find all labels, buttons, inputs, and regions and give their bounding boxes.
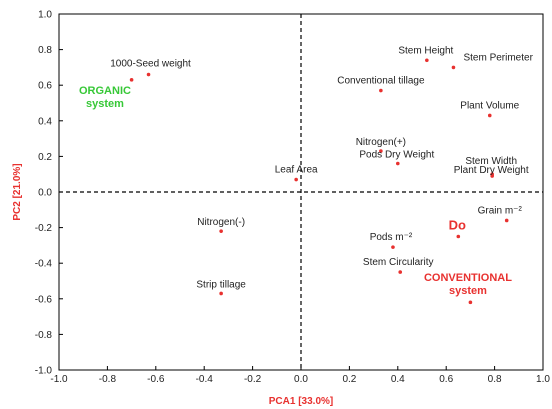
x-tick-label: 0.8 [488, 374, 502, 385]
point-label: 1000-Seed weight [110, 59, 191, 70]
data-point [391, 245, 395, 249]
data-point [219, 229, 223, 233]
point-label: Stem Circularity [363, 257, 434, 268]
y-tick-label: -0.6 [35, 294, 53, 305]
x-tick-label: 1.0 [536, 374, 550, 385]
point-label: Stem Width [465, 156, 517, 167]
data-point [425, 58, 429, 63]
y-tick-label: 0.2 [38, 152, 52, 163]
point-label: Stem Height [398, 45, 453, 56]
point-label: Strip tillage [196, 279, 246, 290]
x-tick-label: 0.6 [439, 374, 453, 385]
data-point [468, 300, 473, 305]
data-point [379, 88, 383, 93]
point-label: Pods m⁻² [370, 232, 413, 243]
y-tick-label: -0.2 [35, 223, 53, 234]
point-label: Conventional tillage [337, 76, 425, 87]
x-tick-label: 0.2 [342, 374, 356, 385]
group-annotation-label: system [86, 98, 124, 110]
y-axis-label: PC2 [21.0%] [12, 163, 23, 220]
y-tick-label: -0.8 [35, 330, 53, 341]
x-tick-label: -1.0 [50, 374, 68, 385]
data-point [456, 234, 461, 239]
data-point [379, 149, 383, 153]
data-point [396, 161, 400, 166]
point-label: Pods Dry Weight [359, 150, 434, 161]
x-tick-label: -0.8 [99, 374, 117, 385]
data-point [487, 113, 492, 118]
data-point [398, 270, 403, 274]
x-tick-label: -0.4 [196, 374, 214, 385]
point-label: Nitrogen(-) [197, 217, 245, 228]
x-tick-label: 0.4 [391, 374, 405, 385]
y-tick-label: -0.4 [35, 259, 53, 270]
data-point [294, 177, 298, 182]
x-tick-label: 0.0 [294, 374, 308, 385]
data-point [146, 72, 151, 77]
group-annotation-label: system [449, 285, 487, 297]
data-point [490, 174, 494, 178]
y-tick-label: 0.4 [38, 116, 52, 127]
point-label: Plant Dry Weight [454, 165, 529, 176]
y-tick-label: 0.6 [38, 81, 52, 92]
point-label: Plant Volume [460, 100, 519, 111]
x-axis-label: PCA1 [33.0%] [269, 396, 333, 407]
group-annotation-label: CONVENTIONAL [424, 272, 512, 284]
point-label: Nitrogen(+) [356, 137, 406, 148]
data-point [451, 65, 456, 70]
data-point [504, 218, 509, 223]
y-tick-label: -1.0 [35, 366, 53, 377]
y-tick-label: 0.0 [38, 188, 52, 199]
x-tick-label: -0.6 [147, 374, 165, 385]
point-label: Stem Perimeter [463, 52, 533, 63]
y-tick-label: 0.8 [38, 45, 52, 56]
x-tick-label: -0.2 [244, 374, 262, 385]
data-point [219, 291, 223, 296]
group-annotation-label: ORGANIC [79, 85, 131, 97]
point-label: Do [449, 218, 466, 233]
point-label: Leaf Area [275, 165, 318, 176]
point-label: Grain m⁻² [478, 205, 523, 216]
data-point [129, 78, 134, 82]
y-tick-label: 1.0 [38, 10, 52, 21]
